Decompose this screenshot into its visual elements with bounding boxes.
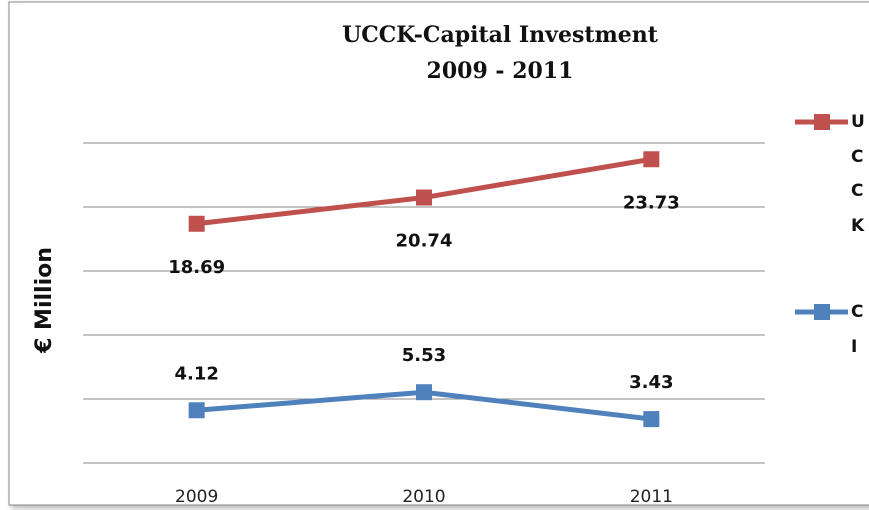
x-tick-label: 2010 <box>402 487 445 507</box>
point-marker <box>416 189 432 206</box>
legend-label: CI <box>851 302 864 357</box>
chart-title: UCCK-Capital Investment <box>342 22 659 48</box>
data-label: 23.73 <box>623 192 680 213</box>
data-label: 5.53 <box>402 345 446 366</box>
data-label: 3.43 <box>629 372 673 393</box>
y-axis-label: € Million <box>32 247 57 354</box>
point-marker <box>643 411 660 428</box>
legend-label: UCCK <box>851 112 865 236</box>
point-marker <box>643 151 660 168</box>
point-marker <box>188 402 205 419</box>
data-label: 18.69 <box>168 257 225 278</box>
legend-marker <box>814 114 830 130</box>
legend-item: UCCK <box>851 112 865 236</box>
data-label: 20.74 <box>396 231 453 252</box>
x-tick-label: 2009 <box>175 487 218 507</box>
data-label: 4.12 <box>174 363 218 384</box>
point-marker <box>416 384 432 401</box>
point-marker <box>188 215 205 232</box>
x-tick-label: 2011 <box>630 487 673 507</box>
legend-marker <box>814 304 830 320</box>
legend-item: CI <box>851 302 864 357</box>
